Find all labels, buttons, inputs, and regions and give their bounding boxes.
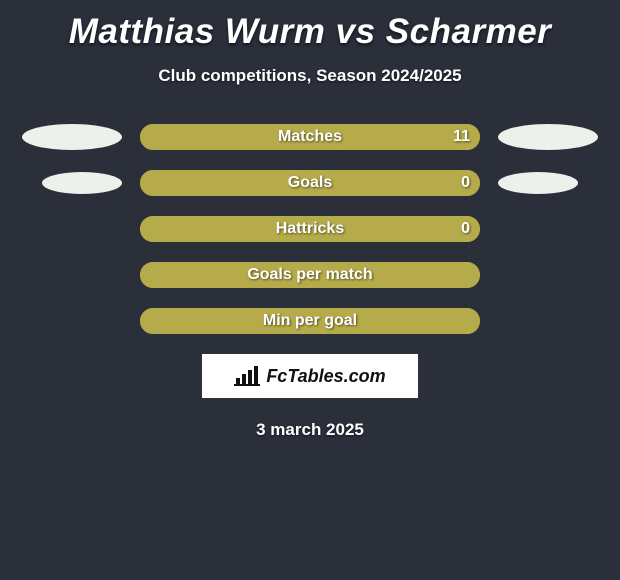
bar-chart-icon <box>234 366 260 386</box>
stat-bar: Matches 11 <box>140 124 480 150</box>
stat-right-value: 0 <box>461 174 470 192</box>
right-value-ellipse <box>498 172 578 194</box>
stat-label: Matches <box>278 128 342 146</box>
date-text: 3 march 2025 <box>0 420 620 440</box>
stat-row: Matches 11 <box>0 124 620 150</box>
stat-row: Goals per match <box>0 262 620 288</box>
right-value-ellipse <box>498 124 598 150</box>
stat-right-value: 0 <box>461 220 470 238</box>
stat-row: Goals 0 <box>0 170 620 196</box>
stat-bar: Min per goal <box>140 308 480 334</box>
brand-text: FcTables.com <box>266 366 385 387</box>
stat-bar: Goals 0 <box>140 170 480 196</box>
stat-label: Hattricks <box>276 220 344 238</box>
stat-right-value: 11 <box>453 128 470 146</box>
left-value-ellipse <box>22 124 122 150</box>
brand-box: FcTables.com <box>202 354 418 398</box>
comparison-rows: Matches 11 Goals 0 Hattricks 0 Goals per… <box>0 124 620 334</box>
stat-bar: Hattricks 0 <box>140 216 480 242</box>
stat-row: Min per goal <box>0 308 620 334</box>
stat-label: Goals <box>288 174 332 192</box>
page-subtitle: Club competitions, Season 2024/2025 <box>0 66 620 86</box>
stat-label: Goals per match <box>247 266 372 284</box>
page-title: Matthias Wurm vs Scharmer <box>0 0 620 52</box>
stat-row: Hattricks 0 <box>0 216 620 242</box>
stat-label: Min per goal <box>263 312 357 330</box>
left-value-ellipse <box>42 172 122 194</box>
stat-bar: Goals per match <box>140 262 480 288</box>
